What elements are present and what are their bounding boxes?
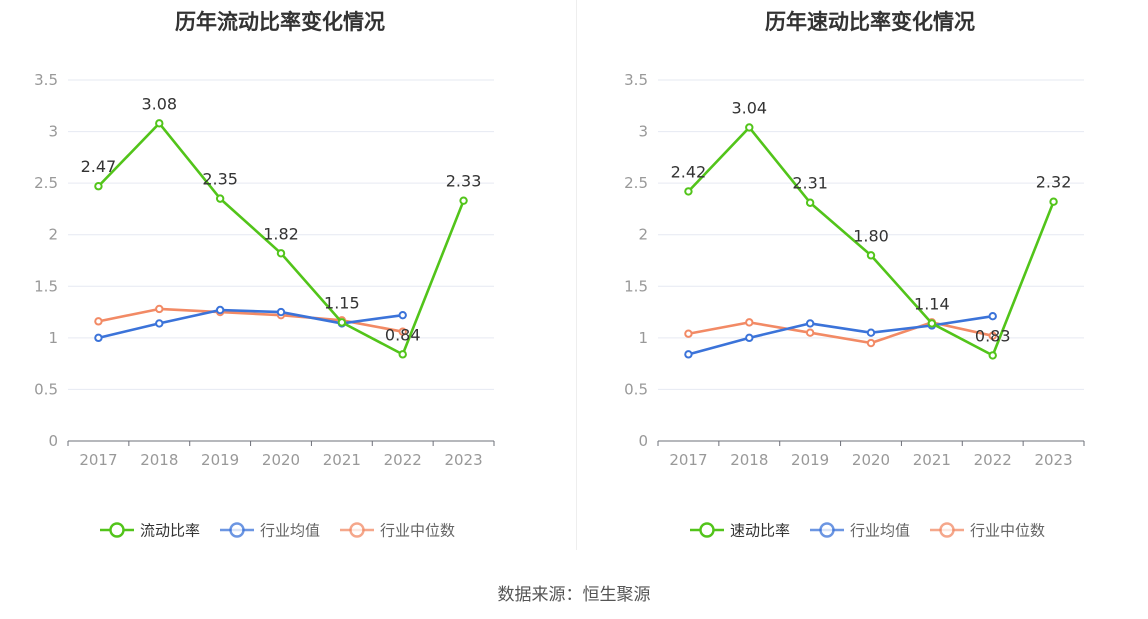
- y-tick-label: 0: [48, 432, 58, 450]
- chart-title: 历年速动比率变化情况: [765, 10, 975, 34]
- data-point: [155, 119, 164, 128]
- legend-marker-icon: [819, 522, 835, 538]
- data-point: [398, 350, 407, 359]
- y-tick-label: 3.5: [34, 71, 58, 89]
- data-label: 1.15: [324, 293, 360, 312]
- x-tick-label: 2017: [669, 451, 707, 469]
- data-point: [927, 319, 937, 328]
- data-point: [805, 319, 815, 328]
- legend-label: 行业均值: [260, 522, 320, 540]
- data-point: [684, 187, 693, 196]
- data-point: [337, 318, 347, 327]
- panel-divider: [576, 0, 577, 550]
- y-tick-label: 0.5: [624, 380, 648, 398]
- legend-marker-icon: [229, 522, 245, 538]
- y-tick-label: 3: [638, 123, 648, 141]
- x-tick-label: 2022: [974, 451, 1012, 469]
- y-tick-label: 2: [48, 226, 58, 244]
- data-label: 3.04: [731, 98, 767, 117]
- data-point: [684, 350, 693, 359]
- data-label: 2.33: [446, 172, 482, 191]
- y-tick-label: 1.5: [624, 277, 648, 295]
- data-point: [745, 333, 754, 343]
- x-tick-label: 2019: [791, 451, 829, 469]
- x-tick-label: 2021: [323, 451, 361, 469]
- data-point: [988, 331, 997, 340]
- x-tick-label: 2020: [262, 451, 300, 469]
- data-point: [988, 351, 997, 360]
- y-tick-label: 3.5: [624, 71, 648, 89]
- y-tick-label: 1.5: [34, 277, 58, 295]
- current-ratio-chart: 0 0.5 1 1.5 2 2.5 3 3.5 2017 2018 2019 2020 2021 2022…: [34, 71, 495, 540]
- x-tick-label: 2020: [852, 451, 890, 469]
- data-label: 0.83: [975, 326, 1011, 345]
- data-point: [94, 333, 103, 343]
- legend-label: 行业中位数: [380, 522, 455, 540]
- y-tick-label: 0.5: [34, 380, 58, 398]
- data-point: [94, 317, 103, 326]
- legend-label: 流动比率: [140, 522, 200, 540]
- data-point: [94, 182, 103, 191]
- data-point: [805, 198, 815, 207]
- x-tick-label: 2023: [1034, 451, 1072, 469]
- legend-marker-icon: [699, 522, 715, 538]
- data-label: 1.80: [853, 226, 889, 245]
- data-label: 2.42: [671, 162, 707, 181]
- data-label: 1.82: [263, 224, 299, 243]
- y-tick-label: 0: [638, 432, 648, 450]
- data-point: [988, 311, 997, 321]
- x-tick-label: 2018: [140, 451, 178, 469]
- data-point: [866, 328, 876, 337]
- data-point: [276, 249, 286, 258]
- y-tick-label: 2: [638, 226, 648, 244]
- data-label: 0.84: [385, 325, 421, 344]
- data-point: [459, 196, 468, 205]
- data-label: 3.08: [141, 94, 177, 113]
- data-point: [155, 304, 164, 314]
- data-point: [684, 329, 693, 338]
- data-point: [276, 307, 286, 317]
- data-point: [215, 194, 225, 203]
- y-tick-label: 3: [48, 123, 58, 141]
- series-line: [688, 314, 993, 356]
- legend-marker-icon: [109, 522, 125, 538]
- series-line: [98, 308, 403, 340]
- data-point: [215, 305, 225, 315]
- x-tick-label: 2018: [730, 451, 768, 469]
- chart-title: 历年流动比率变化情况: [175, 10, 385, 34]
- data-label: 2.32: [1036, 173, 1072, 192]
- legend-marker-icon: [349, 522, 365, 538]
- y-tick-label: 2.5: [624, 174, 648, 192]
- data-point: [866, 338, 876, 348]
- data-point: [398, 310, 407, 320]
- y-tick-label: 2.5: [34, 174, 58, 192]
- x-tick-label: 2023: [444, 451, 482, 469]
- x-tick-label: 2017: [79, 451, 117, 469]
- data-point: [1049, 197, 1058, 206]
- x-tick-label: 2021: [913, 451, 951, 469]
- data-label: 2.31: [792, 174, 828, 193]
- data-point: [745, 318, 754, 327]
- data-point: [745, 123, 754, 132]
- current-ratio-panel: 历年流动比率变化情况 0 0.5 1 1.5 2 2.5 3 3.5 2017 2018 2019 2…: [0, 0, 574, 560]
- quick-ratio-chart: 0 0.5 1 1.5 2 2.5 3 3.5 2017 2018 2019 2020 2021 2022…: [624, 71, 1085, 540]
- data-point: [398, 327, 407, 336]
- legend-marker-icon: [939, 522, 955, 538]
- data-point: [866, 251, 876, 260]
- data-point: [805, 328, 815, 337]
- data-point: [155, 319, 164, 328]
- x-tick-label: 2019: [201, 451, 239, 469]
- quick-ratio-panel: 历年速动比率变化情况 0 0.5 1 1.5 2 2.5 3 3.5 2017 2018 2019 2…: [590, 0, 1148, 560]
- legend-label: 速动比率: [730, 522, 790, 540]
- y-tick-label: 1: [638, 329, 648, 347]
- x-tick-label: 2022: [384, 451, 422, 469]
- data-label: 2.47: [81, 157, 117, 176]
- legend-label: 行业中位数: [970, 522, 1045, 540]
- y-tick-label: 1: [48, 329, 58, 347]
- data-label: 2.35: [202, 170, 238, 189]
- data-source-note: 数据来源：恒生聚源: [497, 585, 651, 605]
- legend-label: 行业均值: [850, 522, 910, 540]
- data-label: 1.14: [914, 294, 950, 313]
